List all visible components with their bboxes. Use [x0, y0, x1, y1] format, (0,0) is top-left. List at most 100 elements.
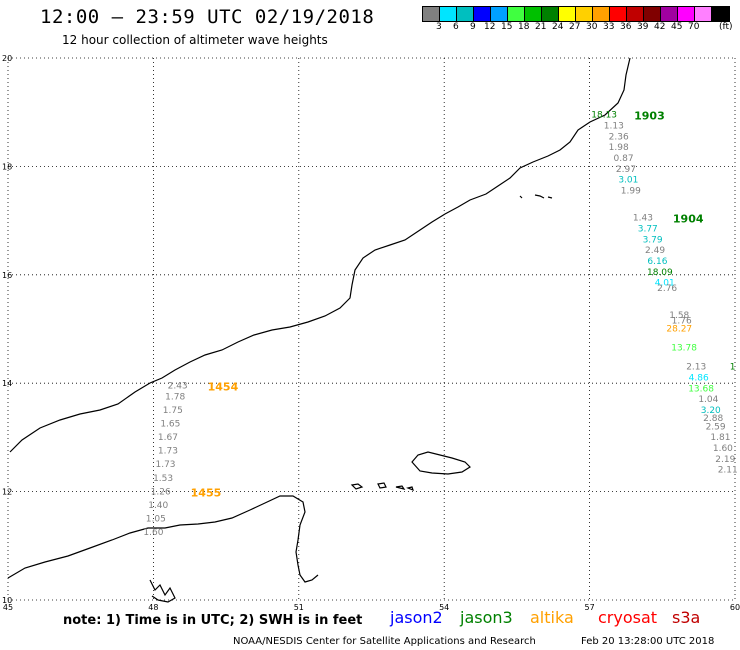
- wave-height-value: 13.68: [688, 384, 714, 394]
- wave-height-value: 2.59: [706, 422, 726, 432]
- page-title: 12:00 – 23:59 UTC 02/19/2018: [40, 6, 375, 28]
- color-scale-label: 21: [535, 22, 547, 32]
- wave-height-value: 2.97: [616, 165, 636, 175]
- wave-height-value: 1.78: [165, 392, 185, 402]
- color-swatch: [457, 7, 474, 21]
- track-time-label: 1904: [673, 213, 704, 226]
- color-swatch: [695, 7, 712, 21]
- footer-timestamp: Feb 20 13:28:00 UTC 2018: [581, 636, 715, 647]
- wave-height-value: 18.09: [647, 268, 673, 278]
- lon-tick-label: 60: [730, 603, 740, 612]
- color-swatch: [576, 7, 593, 21]
- wave-height-value: 18.13: [591, 111, 617, 121]
- color-scale-label: 24: [552, 22, 564, 32]
- wave-height-value: 2.36: [609, 132, 629, 142]
- wave-height-value: 6.16: [647, 257, 667, 267]
- wave-height-value: 3.20: [701, 406, 721, 416]
- color-scale-label: 70: [688, 22, 700, 32]
- color-swatch: [440, 7, 457, 21]
- wave-height-value: 28.27: [666, 325, 692, 335]
- page-subtitle: 12 hour collection of altimeter wave hei…: [62, 33, 328, 47]
- color-swatch: [525, 7, 542, 21]
- wave-height-value: 4.01: [655, 279, 675, 289]
- lon-tick-label: 51: [294, 603, 304, 612]
- lat-tick-label: 10: [2, 596, 12, 605]
- wave-height-value: 1.76: [672, 317, 692, 327]
- track-time-label: 1455: [191, 486, 222, 499]
- somalia-coastline: [7, 495, 319, 583]
- color-swatch: [508, 7, 525, 21]
- wave-height-value: 2.88: [703, 414, 723, 424]
- color-swatch: [644, 7, 661, 21]
- color-swatch: [610, 7, 627, 21]
- arabia-coastline: [9, 57, 631, 453]
- wave-height-value: 1.60: [143, 528, 163, 538]
- wave-height-value: 0.87: [614, 154, 634, 164]
- color-scale-bar: [422, 6, 730, 22]
- color-scale-label: 33: [603, 22, 615, 32]
- color-scale-label: 36: [620, 22, 632, 32]
- color-swatch: [559, 7, 576, 21]
- wave-height-value: 4.86: [689, 373, 709, 383]
- small-islands: [350, 194, 553, 492]
- wave-height-value: 3.79: [643, 235, 663, 245]
- wave-height-value: 2.19: [715, 455, 735, 465]
- socotra-island: [411, 451, 471, 475]
- wave-height-value: 2.13: [686, 363, 706, 373]
- wave-height-value: 13.78: [671, 344, 697, 354]
- color-swatch: [678, 7, 695, 21]
- color-swatch: [627, 7, 644, 21]
- color-scale-label: 45: [671, 22, 683, 32]
- wave-height-value: 3.01: [618, 176, 638, 186]
- legend-item-cryosat: cryosat: [598, 608, 658, 627]
- color-scale-label: 3: [436, 22, 442, 32]
- wave-height-points: 18.131.132.361.980.872.973.011.99 1903 1.4…: [143, 110, 737, 538]
- wave-height-value: 1.26: [151, 487, 171, 497]
- color-scale-label: 42: [654, 22, 666, 32]
- wave-height-value: 2.43: [168, 382, 188, 392]
- lon-tick-label: 54: [439, 603, 449, 612]
- footer-credit: NOAA/NESDIS Center for Satellite Applica…: [233, 636, 536, 647]
- lon-tick-label: 45: [3, 603, 13, 612]
- color-swatch: [593, 7, 610, 21]
- track-time-label: 1454: [208, 381, 239, 394]
- wave-height-value: 1.99: [621, 187, 641, 197]
- color-scale-label: 12: [484, 22, 496, 32]
- color-scale-label: 30: [586, 22, 598, 32]
- color-scale-label: 9: [470, 22, 476, 32]
- wave-height-value: 1.67: [158, 433, 178, 443]
- wave-height-value: 1.53: [153, 474, 173, 484]
- lat-tick-label: 18: [2, 162, 12, 171]
- wave-height-value: 1.13: [604, 121, 624, 131]
- wave-height-value: 1.73: [155, 460, 175, 470]
- wave-height-value: 1.98: [609, 143, 629, 153]
- legend-item-altika: altika: [530, 608, 574, 627]
- wave-height-value: 1.75: [163, 406, 183, 416]
- wave-height-value: 1.81: [710, 433, 730, 443]
- lat-tick-label: 20: [2, 54, 12, 63]
- track-time-label: 1903: [634, 110, 665, 123]
- color-scale-label: 6: [453, 22, 459, 32]
- wave-height-value: 1: [730, 363, 736, 373]
- axis-tick-labels: 45 48 51 54 57 60 10 12 14 16 18 20: [2, 54, 740, 612]
- wave-height-value: 1.73: [158, 447, 178, 457]
- legend-item-jason2: jason2: [390, 608, 443, 627]
- wave-height-value: 1.40: [148, 501, 168, 511]
- wave-height-value: 1.65: [160, 420, 180, 430]
- wave-height-value: 1.04: [698, 395, 718, 405]
- wave-height-value: 3.77: [638, 224, 658, 234]
- wave-height-value: 2.76: [657, 284, 677, 294]
- wave-height-value: 1.58: [669, 311, 689, 321]
- color-swatch: [491, 7, 508, 21]
- color-scale-label: 18: [518, 22, 530, 32]
- color-scale-label: 27: [569, 22, 581, 32]
- color-swatch: [661, 7, 678, 21]
- color-swatch: [423, 7, 440, 21]
- color-scale-unit: (ft): [719, 22, 733, 32]
- wave-height-value: 1.05: [146, 514, 166, 524]
- coastline: [7, 57, 631, 603]
- wave-height-value: 1.60: [713, 444, 733, 454]
- wave-height-value: 1.43: [633, 214, 653, 224]
- color-scale-label: 39: [637, 22, 649, 32]
